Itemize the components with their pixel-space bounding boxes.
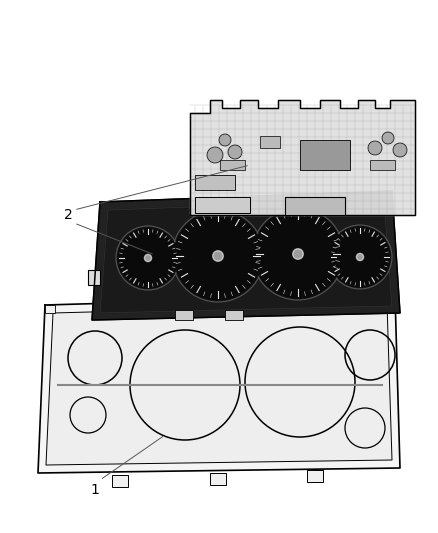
Bar xyxy=(260,136,280,148)
Polygon shape xyxy=(38,295,400,473)
Bar xyxy=(225,310,243,320)
Bar xyxy=(375,267,387,282)
Circle shape xyxy=(393,143,407,157)
Circle shape xyxy=(357,253,364,261)
Bar xyxy=(195,197,250,213)
Polygon shape xyxy=(190,100,415,215)
Bar xyxy=(195,175,235,190)
Circle shape xyxy=(174,212,262,300)
Bar xyxy=(307,470,323,482)
Bar xyxy=(285,197,345,215)
Polygon shape xyxy=(46,304,392,465)
Circle shape xyxy=(118,228,178,288)
Circle shape xyxy=(254,210,342,298)
Bar xyxy=(382,295,392,303)
Circle shape xyxy=(330,227,390,287)
Polygon shape xyxy=(92,191,400,320)
Circle shape xyxy=(207,147,223,163)
Circle shape xyxy=(145,254,152,262)
Polygon shape xyxy=(100,200,392,313)
Circle shape xyxy=(228,145,242,159)
Bar xyxy=(300,140,350,170)
Bar xyxy=(210,473,226,485)
Text: 2: 2 xyxy=(64,208,72,222)
Bar xyxy=(112,475,128,487)
Text: 1: 1 xyxy=(91,483,99,497)
Circle shape xyxy=(368,141,382,155)
Circle shape xyxy=(219,134,231,146)
Bar xyxy=(88,270,100,285)
Circle shape xyxy=(293,249,303,259)
Bar xyxy=(370,160,395,170)
Circle shape xyxy=(382,132,394,144)
Circle shape xyxy=(213,251,223,261)
Bar xyxy=(220,160,245,170)
Bar xyxy=(175,310,193,320)
Bar xyxy=(45,305,55,313)
